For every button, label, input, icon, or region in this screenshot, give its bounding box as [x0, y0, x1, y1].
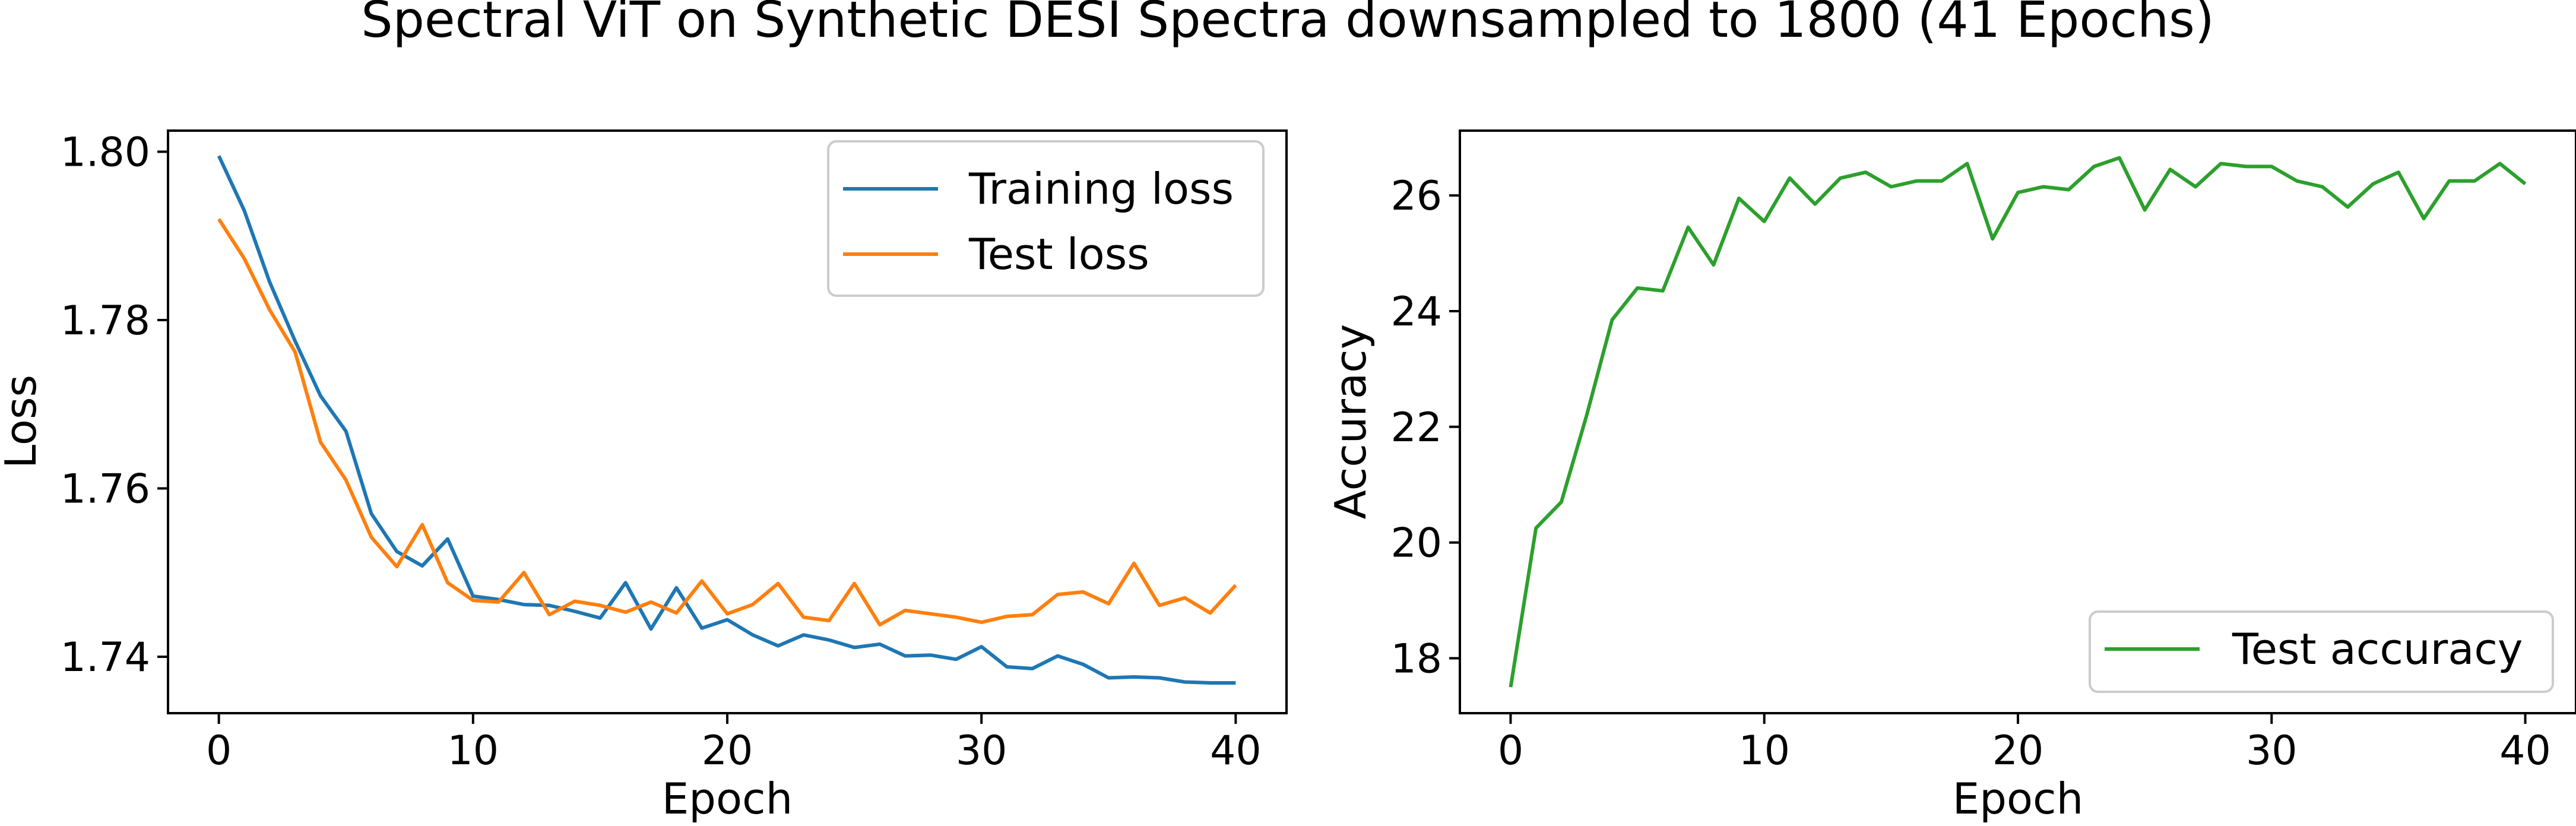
- accuracy-xtick-label: 0: [1498, 727, 1523, 774]
- accuracy-xlabel: Epoch: [1953, 774, 2083, 824]
- loss-ytick-label: 1.74: [61, 634, 150, 681]
- loss-ytick-label: 1.78: [61, 298, 150, 344]
- loss-ylabel: Loss: [0, 375, 46, 469]
- loss-ytick-label: 1.76: [61, 466, 150, 512]
- loss-xtick-label: 10: [448, 727, 499, 774]
- loss-ytick-label: 1.80: [61, 129, 150, 176]
- loss-xlabel: Epoch: [662, 774, 793, 824]
- accuracy-xtick-label: 40: [2499, 727, 2551, 774]
- accuracy-legend-box: [2089, 610, 2554, 693]
- accuracy-legend: Test accuracy: [2089, 610, 2554, 693]
- accuracy-chart: Accuracy Epoch 0 10 20 30 40 18 20 22 24 26 Test …: [1326, 129, 2576, 824]
- accuracy-ylabel: Accuracy: [1326, 324, 1376, 520]
- accuracy-ytick-label: 20: [1390, 520, 1442, 567]
- series-line-training-loss: [217, 155, 1236, 685]
- accuracy-ytick-label: 22: [1390, 404, 1442, 451]
- loss-xtick-label: 20: [702, 727, 753, 774]
- figure-title: Spectral ViT on Synthetic DESI Spectra d…: [361, 0, 2214, 49]
- loss-xtick-label: 30: [956, 727, 1007, 774]
- series-line-test-accuracy: [1509, 156, 2527, 688]
- loss-xtick-label: 0: [206, 727, 232, 774]
- legend-label-test: Test loss: [968, 229, 1149, 279]
- accuracy-ytick-label: 24: [1390, 289, 1442, 336]
- accuracy-xtick-label: 10: [1738, 727, 1790, 774]
- accuracy-xtick-label: 30: [2246, 727, 2298, 774]
- loss-chart: Loss Epoch 0 10 20 30 40 1.74 1.76 1.78 1.80 Tra…: [0, 129, 1288, 824]
- series-line-test-loss: [217, 218, 1237, 627]
- accuracy-xtick-label: 20: [1992, 727, 2044, 774]
- accuracy-ytick-label: 18: [1390, 635, 1442, 682]
- loss-xtick-label: 40: [1210, 727, 1262, 774]
- loss-legend: Training loss Test loss: [827, 140, 1265, 297]
- accuracy-ytick-label: 26: [1390, 173, 1442, 220]
- legend-label-accuracy: Test accuracy: [2232, 624, 2523, 674]
- legend-label-training: Training loss: [968, 164, 1234, 214]
- loss-legend-box: [827, 140, 1265, 297]
